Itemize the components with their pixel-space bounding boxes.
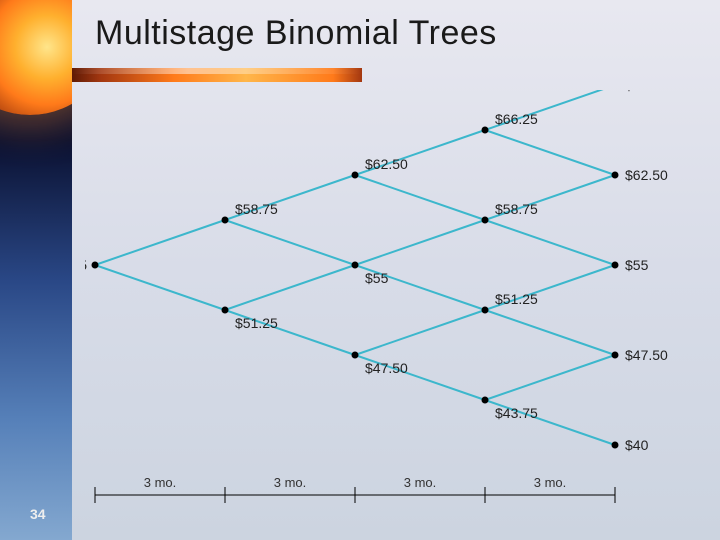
node-label: $66.25 xyxy=(495,111,538,127)
timeline-segment-label: 3 mo. xyxy=(404,475,437,490)
slide: Multistage Binomial Trees 34 $55$58.75$5… xyxy=(0,0,720,540)
slide-title: Multistage Binomial Trees xyxy=(95,14,497,53)
node-label: $58.75 xyxy=(495,201,538,217)
node-label: $62.50 xyxy=(365,156,408,172)
tree-node xyxy=(612,172,619,179)
left-decorative-strip xyxy=(0,0,72,540)
tree-node xyxy=(482,127,489,134)
timeline-segment-label: 3 mo. xyxy=(534,475,567,490)
timeline-axis: 3 mo. 3 mo. 3 mo. 3 mo. xyxy=(95,475,615,503)
node-label: $55 xyxy=(365,270,389,286)
tree-node xyxy=(222,307,229,314)
node-label: $55 xyxy=(85,257,87,273)
tree-node xyxy=(352,262,359,269)
tree-node xyxy=(92,262,99,269)
node-label: $51.25 xyxy=(235,315,278,331)
tree-node xyxy=(222,217,229,224)
node-label: $70 xyxy=(625,90,649,93)
strip-gradient xyxy=(0,140,72,540)
page-number: 34 xyxy=(30,506,46,522)
node-label: $47.50 xyxy=(625,347,668,363)
tree-node xyxy=(612,262,619,269)
tree-node xyxy=(612,442,619,449)
tree-node xyxy=(482,217,489,224)
sun-glow xyxy=(0,0,72,115)
tree-node xyxy=(352,352,359,359)
tree-node xyxy=(352,172,359,179)
timeline-segment-label: 3 mo. xyxy=(144,475,177,490)
node-label: $51.25 xyxy=(495,291,538,307)
node-label: $40 xyxy=(625,437,649,453)
timeline-segment-label: 3 mo. xyxy=(274,475,307,490)
tree-node xyxy=(482,397,489,404)
node-label: $62.50 xyxy=(625,167,668,183)
tree-nodes xyxy=(92,90,619,449)
binomial-tree: $55 $58.75 $51.25 $62.50 $55 $47.50 $66.25 $58.… xyxy=(85,90,685,520)
tree-node xyxy=(482,307,489,314)
node-label: $43.75 xyxy=(495,405,538,421)
node-label: $55 xyxy=(625,257,649,273)
tree-labels: $55 $58.75 $51.25 $62.50 $55 $47.50 $66.25 $58.… xyxy=(85,90,668,453)
tree-node xyxy=(612,352,619,359)
node-label: $47.50 xyxy=(365,360,408,376)
node-label: $58.75 xyxy=(235,201,278,217)
tree-svg: $55 $58.75 $51.25 $62.50 $55 $47.50 $66.25 $58.… xyxy=(85,90,685,520)
title-accent-bar xyxy=(72,68,362,82)
